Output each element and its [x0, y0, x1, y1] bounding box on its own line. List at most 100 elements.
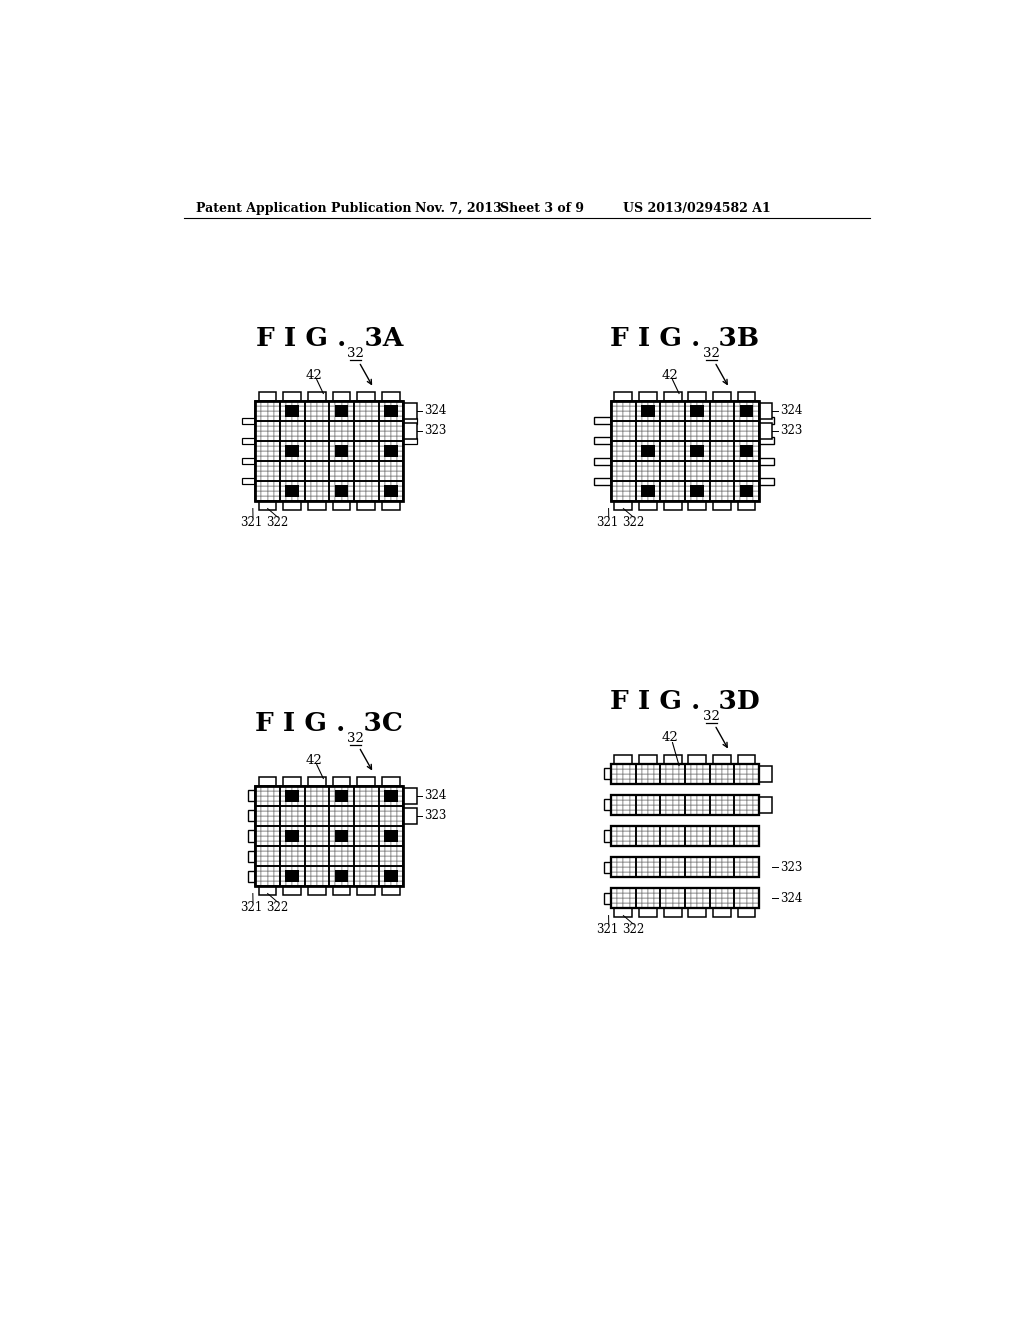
Bar [249, 810, 255, 821]
Bar [330, 477, 336, 480]
Bar [330, 866, 354, 886]
Bar [611, 826, 759, 846]
Bar [323, 407, 330, 411]
Bar [642, 903, 648, 908]
Bar [354, 496, 360, 502]
Bar [336, 841, 342, 846]
Bar [367, 401, 373, 407]
Bar [685, 826, 691, 832]
Bar [373, 810, 379, 816]
Bar [308, 392, 326, 401]
Bar [330, 471, 336, 477]
Bar [722, 477, 728, 480]
Bar [330, 441, 354, 461]
Bar [654, 480, 660, 486]
Bar [740, 862, 746, 867]
Bar [697, 898, 703, 903]
Bar [697, 805, 703, 810]
Bar [373, 455, 379, 461]
Bar [360, 816, 367, 821]
Bar [611, 461, 617, 466]
Bar [611, 764, 636, 784]
Bar [397, 416, 403, 421]
Text: F I G .  3D: F I G . 3D [610, 689, 760, 714]
Bar [728, 841, 734, 846]
Bar [310, 851, 316, 857]
Bar [292, 857, 298, 861]
Bar [310, 426, 316, 430]
Bar [740, 486, 746, 491]
Bar [336, 491, 342, 496]
Bar [679, 764, 685, 770]
Bar [397, 451, 403, 455]
Bar [722, 898, 728, 903]
Bar [280, 466, 286, 471]
Bar [728, 770, 734, 774]
Bar [685, 471, 691, 477]
Bar [667, 774, 673, 779]
Bar [624, 770, 630, 774]
Bar [667, 416, 673, 421]
Bar [304, 436, 310, 441]
Bar [685, 810, 691, 814]
Bar [354, 401, 360, 407]
Bar [280, 491, 286, 496]
Bar [336, 861, 342, 866]
Bar [636, 810, 642, 814]
Bar [604, 768, 611, 779]
Bar [267, 461, 273, 466]
Bar [360, 841, 367, 846]
Bar [728, 446, 734, 451]
Text: Nov. 7, 2013: Nov. 7, 2013 [416, 202, 502, 215]
Bar [728, 480, 734, 486]
Bar [728, 795, 734, 800]
Bar [385, 832, 391, 836]
Bar [316, 801, 323, 807]
Bar [753, 800, 759, 805]
Bar [384, 791, 397, 801]
Bar [348, 407, 354, 411]
Bar [594, 458, 611, 465]
Bar [261, 436, 267, 441]
Bar [648, 903, 654, 908]
Bar [323, 836, 330, 841]
Bar [617, 407, 624, 411]
Bar [654, 867, 660, 873]
Bar [273, 441, 280, 446]
Bar [710, 836, 716, 841]
Bar [261, 401, 267, 407]
Bar [280, 816, 286, 821]
Bar [342, 821, 348, 826]
Bar [716, 491, 722, 496]
Bar [255, 401, 403, 502]
Bar [630, 480, 636, 486]
Bar [740, 774, 746, 779]
Bar [354, 491, 360, 496]
Bar [330, 441, 336, 446]
Bar [740, 441, 746, 446]
Bar [728, 779, 734, 784]
Bar [660, 832, 667, 836]
Bar [624, 436, 630, 441]
Bar [654, 800, 660, 805]
Bar [373, 801, 379, 807]
Bar [630, 779, 636, 784]
Bar [323, 801, 330, 807]
Bar [734, 480, 740, 486]
Bar [617, 432, 624, 436]
Bar [379, 796, 385, 801]
Bar [716, 774, 722, 779]
Bar [740, 795, 746, 800]
Bar [654, 461, 660, 466]
Bar [636, 873, 642, 876]
Bar [722, 867, 728, 873]
Bar [267, 480, 273, 486]
Bar [611, 401, 617, 407]
Bar [292, 407, 298, 411]
Bar [342, 471, 348, 477]
Bar [316, 491, 323, 496]
Bar [734, 432, 740, 436]
Bar [342, 480, 348, 486]
Bar [310, 791, 316, 796]
Bar [746, 411, 753, 416]
